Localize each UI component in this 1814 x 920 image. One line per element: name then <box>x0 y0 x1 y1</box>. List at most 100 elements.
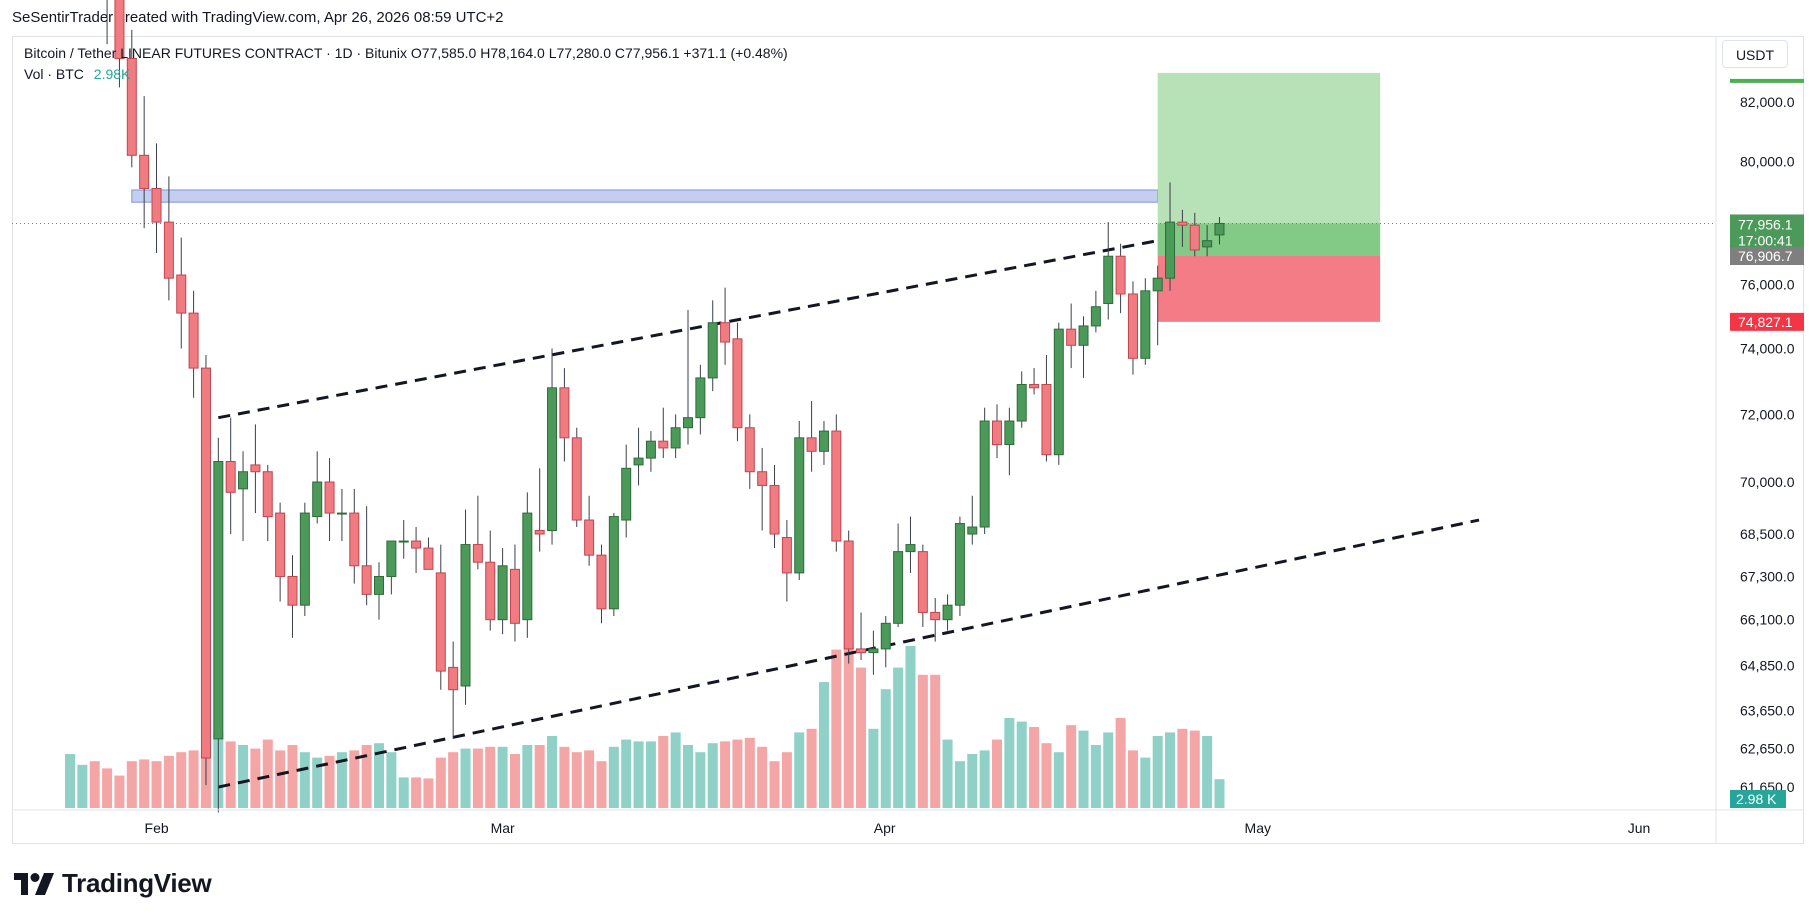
candle <box>1041 355 1052 462</box>
candle <box>1053 322 1064 465</box>
candle <box>1103 222 1114 320</box>
legend-change: +371.1 (+0.48%) <box>683 45 788 61</box>
volume-bar <box>188 750 199 808</box>
candle-body <box>509 568 520 624</box>
candle-body <box>633 457 644 466</box>
candle <box>250 424 261 514</box>
candle-body <box>312 481 323 518</box>
candle-body <box>621 467 632 521</box>
candle-body <box>596 554 607 610</box>
volume-bar <box>65 754 75 808</box>
candle <box>930 597 941 642</box>
candle <box>967 495 978 545</box>
candle <box>1189 212 1200 257</box>
candle <box>361 506 372 606</box>
candle-body <box>1078 325 1089 346</box>
candle <box>1214 217 1225 245</box>
volume-bar <box>448 752 459 808</box>
price-tick-label: 67,300.0 <box>1740 568 1795 584</box>
volume-bar <box>571 752 582 808</box>
currency-button[interactable]: USDT <box>1722 40 1788 68</box>
time-tick-label: Apr <box>874 820 896 836</box>
legend-low: L77,280.0 <box>548 45 611 61</box>
volume-bar <box>781 752 792 808</box>
candle <box>411 527 422 573</box>
candle-body <box>571 437 582 521</box>
candle-body <box>299 512 310 606</box>
last-price-countdown: 17:00:41 <box>1738 232 1793 248</box>
candle <box>423 537 434 570</box>
volume-bar <box>250 748 261 808</box>
candle-body <box>1090 306 1101 327</box>
candle-body <box>1127 293 1138 359</box>
candle <box>349 488 360 584</box>
volume-bar <box>769 761 780 808</box>
candle <box>818 421 829 465</box>
candle <box>509 544 520 642</box>
chart-frame[interactable] <box>12 36 1804 844</box>
candle <box>522 492 533 638</box>
candle <box>979 407 990 535</box>
candle-body <box>200 367 211 759</box>
volume-bar <box>1078 730 1089 808</box>
tradingview-logo[interactable]: TradingView <box>14 868 212 899</box>
candle-body <box>744 427 755 473</box>
volume-bar <box>1214 779 1225 808</box>
candle-body <box>349 512 360 567</box>
candle-body <box>769 484 780 535</box>
candle <box>695 364 706 435</box>
candle-body <box>522 512 533 621</box>
candle <box>126 29 137 168</box>
volume-bar <box>349 750 360 808</box>
candle-body <box>695 377 706 419</box>
candle-body <box>262 471 273 518</box>
volume-bar <box>954 761 965 808</box>
candle <box>794 421 805 581</box>
volume-bar <box>744 737 755 808</box>
candle-body <box>1066 328 1077 346</box>
volume-bar <box>596 761 607 808</box>
stop-loss-badge <box>1730 312 1804 331</box>
candle <box>757 447 768 531</box>
candle-body <box>287 575 298 606</box>
candle-body <box>843 540 854 650</box>
candle-body <box>398 540 409 543</box>
candle <box>374 562 384 620</box>
candle <box>992 404 1002 459</box>
candle-body <box>1053 328 1064 456</box>
volume-bar <box>831 649 842 808</box>
volume-bar <box>361 745 372 808</box>
tradingview-logo-icon <box>14 872 54 895</box>
legend-high: H78,164.0 <box>480 45 545 61</box>
price-tick-label: 66,100.0 <box>1740 612 1795 628</box>
price-tick-label: 70,000.0 <box>1740 474 1795 490</box>
time-tick-label: Feb <box>145 820 169 836</box>
candle <box>1177 209 1188 247</box>
candle <box>287 555 298 638</box>
target-marker <box>1730 78 1804 83</box>
volume-bar <box>126 761 137 808</box>
candle <box>1016 371 1027 428</box>
candle <box>868 630 879 675</box>
candle-body <box>1029 384 1040 389</box>
candle <box>163 176 174 301</box>
candle-body <box>818 430 829 452</box>
candle-body <box>151 187 162 223</box>
candle <box>188 290 199 398</box>
volume-bar <box>1103 732 1114 808</box>
candle <box>114 0 125 88</box>
candle-body <box>1004 420 1015 446</box>
legend-title: Bitcoin / Tether LINEAR FUTURES CONTRACT… <box>24 45 788 61</box>
candle-body <box>707 322 718 379</box>
candle <box>1165 182 1176 291</box>
volume-bar <box>423 778 434 808</box>
volume-bar <box>806 728 817 808</box>
candle-body <box>275 512 286 577</box>
candle <box>880 616 891 668</box>
candle <box>806 401 817 472</box>
time-axis: Feb Mar Apr May Jun <box>12 36 1804 844</box>
candle-body <box>1165 221 1176 279</box>
volume-bar <box>992 739 1002 808</box>
volume-badge-value: 2.98 K <box>1736 791 1777 807</box>
